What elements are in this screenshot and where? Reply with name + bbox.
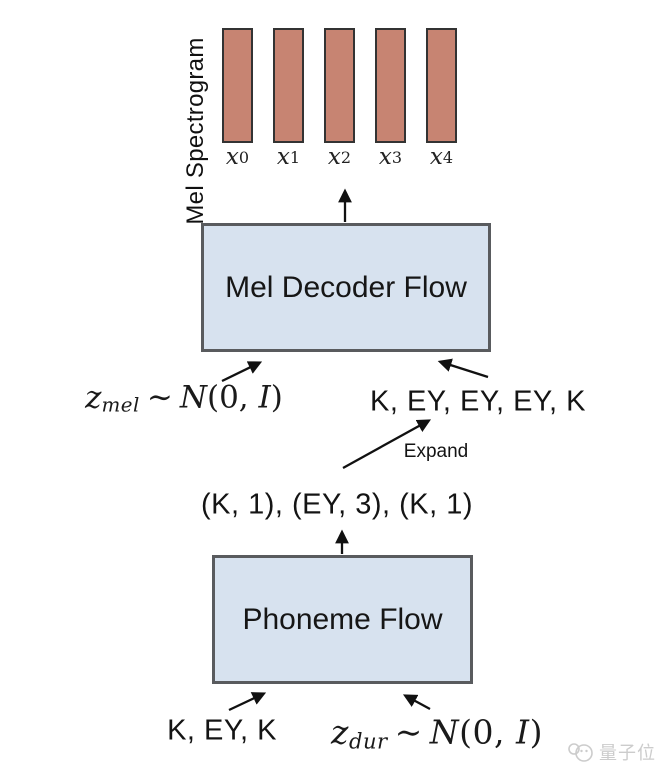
- dist-args-close: ): [529, 712, 543, 752]
- phoneme-sequence: K, EY, K: [167, 714, 277, 747]
- z-dur-var: z: [331, 712, 349, 752]
- phoneme-flow-label: Phoneme Flow: [242, 602, 443, 636]
- spectrogram-frame-bar-3: [375, 28, 406, 143]
- normal-dist-symbol: N: [429, 712, 460, 752]
- frame-index: 1: [289, 148, 301, 167]
- identity-var: I: [516, 712, 530, 752]
- distributed-as-symbol: ∼: [146, 379, 173, 416]
- spectrogram-frame-bar-0: [222, 28, 253, 143]
- qbitai-logo-icon: [568, 743, 593, 762]
- expanded-phoneme-sequence: K, EY, EY, EY, K: [370, 385, 586, 418]
- arrow-zmel-to-decoder: [221, 361, 263, 383]
- phoneme-flow-box: Phoneme Flow: [212, 555, 473, 684]
- z-dur-formula: zdur ∼ N(0, I): [331, 713, 543, 754]
- frame-index: 4: [442, 148, 454, 167]
- distributed-as-symbol: ∼: [394, 712, 423, 752]
- arrow-phonemes-to-phoneme-box: [228, 692, 267, 712]
- frame-var: x: [429, 144, 443, 170]
- frame-var: x: [378, 144, 392, 170]
- dist-args: (0,: [206, 379, 259, 416]
- mel-decoder-flow-label: Mel Decoder Flow: [225, 270, 467, 304]
- spectrogram-frame-bar-1: [273, 28, 304, 143]
- z-mel-formula: zmel ∼ N(0, I): [85, 379, 283, 416]
- identity-var: I: [258, 379, 271, 416]
- dist-args-close: ): [270, 379, 283, 416]
- mel-spectrogram-axis-label: Mel Spectrogram: [182, 37, 209, 225]
- frame-var: x: [225, 144, 239, 170]
- expand-arrow-label: Expand: [403, 441, 469, 462]
- spectrogram-bars: [222, 28, 457, 143]
- frame-index: 0: [238, 148, 250, 167]
- watermark-text: 量子位: [599, 743, 656, 763]
- z-dur-subscript: dur: [348, 728, 388, 754]
- arrow-expanded-to-decoder: [437, 358, 489, 379]
- spectrogram-frame-bar-2: [324, 28, 355, 143]
- frame-var: x: [327, 144, 341, 170]
- spectrogram-frame-bar-4: [426, 28, 457, 143]
- mel-decoder-flow-box: Mel Decoder Flow: [201, 223, 491, 352]
- z-mel-subscript: mel: [101, 393, 140, 417]
- frame-index: 3: [391, 148, 403, 167]
- z-mel-var: z: [85, 379, 102, 416]
- frame-var: x: [276, 144, 290, 170]
- normal-dist-symbol: N: [179, 379, 207, 416]
- frame-index: 2: [340, 148, 352, 167]
- qbitai-watermark: 量子位: [565, 739, 656, 765]
- duration-sequence: (K, 1), (EY, 3), (K, 1): [200, 488, 474, 521]
- arrow-zdur-to-phoneme-box: [402, 694, 431, 711]
- dist-args: (0,: [459, 712, 517, 752]
